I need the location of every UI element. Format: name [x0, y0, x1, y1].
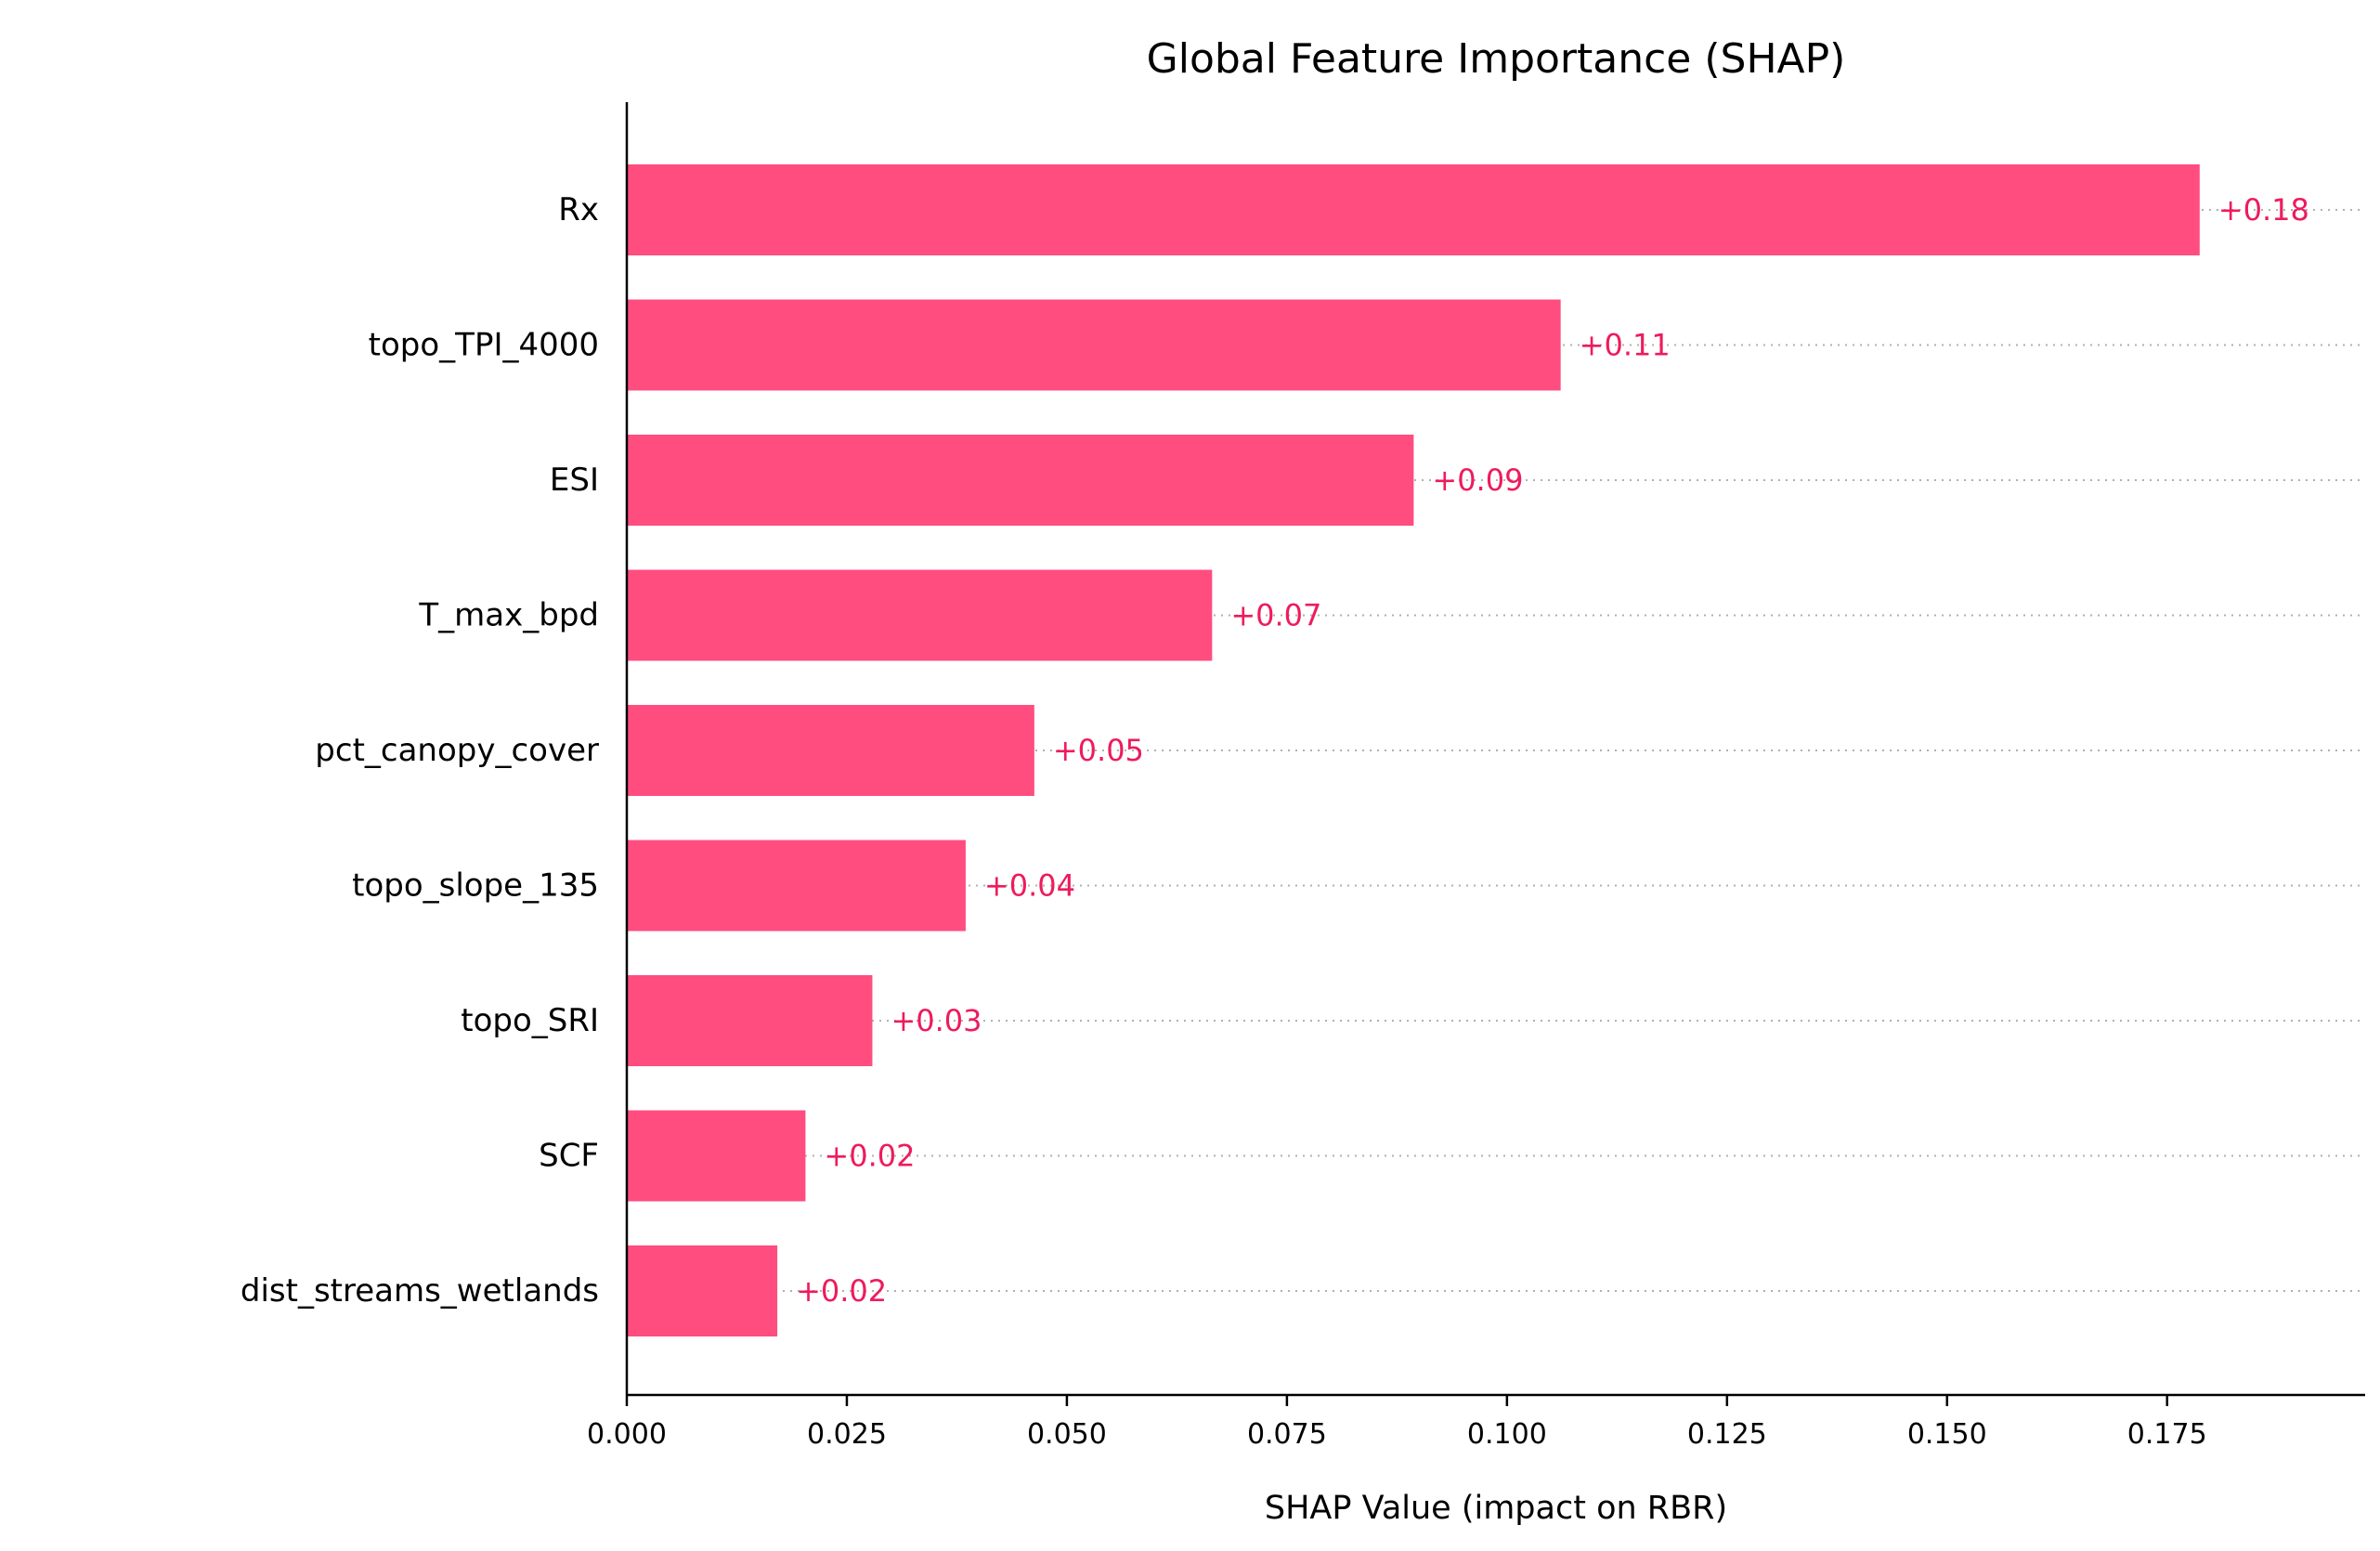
- x-tick-label: 0.150: [1907, 1418, 1987, 1451]
- data-label: +0.03: [891, 1003, 982, 1038]
- x-tick-label: 0.175: [2127, 1418, 2207, 1451]
- x-tick-label: 0.025: [807, 1418, 887, 1451]
- data-label: +0.05: [1053, 733, 1144, 768]
- data-label: +0.02: [796, 1273, 887, 1309]
- x-ticks: 0.000 0.025 0.050 0.075 0.100 0.125 0.150 0.175: [587, 1395, 2207, 1451]
- category-label: topo_SRI: [461, 1002, 599, 1039]
- category-label: Rx: [558, 191, 599, 228]
- value-labels: +0.18 +0.11 +0.09 +0.07 +0.05 +0.04 +0.03 +0.02…: [796, 192, 2309, 1309]
- data-label: +0.18: [2218, 192, 2309, 228]
- category-label: SCF: [539, 1138, 599, 1175]
- x-tick-label: 0.100: [1467, 1418, 1547, 1451]
- data-label: +0.02: [824, 1139, 915, 1174]
- bar: [627, 299, 1561, 391]
- bar: [627, 705, 1034, 796]
- category-label: T_max_bpd: [418, 597, 599, 634]
- bar: [627, 1245, 778, 1336]
- category-label: dist_streams_wetlands: [241, 1272, 599, 1310]
- category-label: pct_canopy_cover: [315, 732, 599, 769]
- bar: [627, 164, 2200, 255]
- data-label: +0.04: [984, 868, 1075, 904]
- category-label: topo_TPI_4000: [369, 327, 599, 364]
- bar: [627, 840, 966, 932]
- data-label: +0.09: [1432, 463, 1523, 498]
- data-label: +0.07: [1230, 598, 1321, 633]
- bar: [627, 1110, 806, 1202]
- x-tick-label: 0.000: [587, 1418, 667, 1451]
- chart-title: Global Feature Importance (SHAP): [1147, 35, 1846, 83]
- category-label: ESI: [550, 462, 599, 499]
- x-tick-label: 0.050: [1027, 1418, 1107, 1451]
- x-tick-label: 0.125: [1687, 1418, 1767, 1451]
- bar: [627, 975, 873, 1066]
- bars: [627, 164, 2200, 1336]
- category-labels: Rx topo_TPI_4000 ESI T_max_bpd pct_canopy_co…: [241, 191, 599, 1310]
- data-label: +0.11: [1580, 328, 1671, 363]
- bar: [627, 435, 1414, 526]
- x-tick-label: 0.075: [1247, 1418, 1327, 1451]
- x-axis-label: SHAP Value (impact on RBR): [1265, 1490, 1727, 1527]
- bar: [627, 569, 1213, 661]
- category-label: topo_slope_135: [352, 867, 599, 905]
